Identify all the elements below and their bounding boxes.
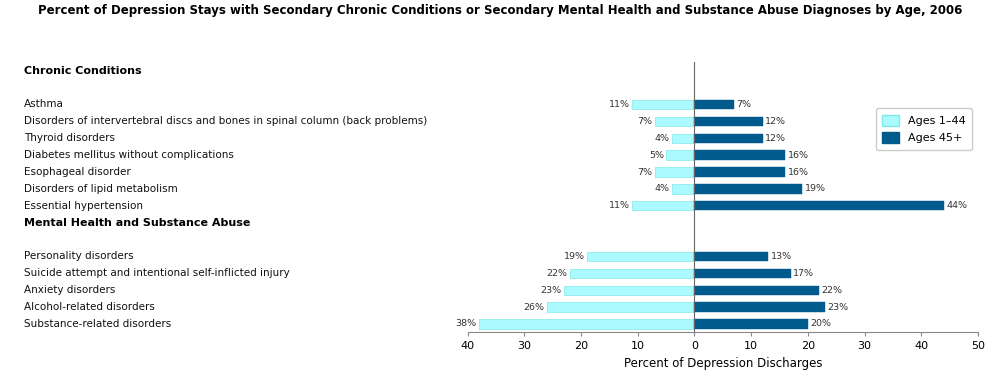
Bar — [694, 319, 808, 329]
Text: 7%: 7% — [637, 167, 652, 176]
X-axis label: Percent of Depression Discharges: Percent of Depression Discharges — [624, 357, 822, 370]
Bar — [694, 252, 768, 261]
Text: 12%: 12% — [765, 134, 786, 143]
Bar — [655, 167, 694, 177]
Text: Diabetes mellitus without complications: Diabetes mellitus without complications — [24, 150, 234, 160]
Text: 38%: 38% — [456, 320, 477, 328]
Bar — [570, 269, 694, 278]
Legend: Ages 1–44, Ages 45+: Ages 1–44, Ages 45+ — [876, 108, 972, 150]
Bar — [694, 117, 763, 126]
Text: 11%: 11% — [609, 100, 630, 109]
Text: 7%: 7% — [736, 100, 751, 109]
Text: Thyroid disorders: Thyroid disorders — [24, 133, 115, 143]
Bar — [672, 134, 694, 143]
Bar — [547, 303, 694, 312]
Text: Esophageal disorder: Esophageal disorder — [24, 167, 131, 177]
Bar — [587, 252, 694, 261]
Text: 23%: 23% — [827, 303, 848, 311]
Text: 5%: 5% — [649, 151, 664, 160]
Bar — [694, 286, 819, 295]
Text: Anxiety disorders: Anxiety disorders — [24, 285, 115, 295]
Text: 19%: 19% — [563, 252, 584, 261]
Text: Suicide attempt and intentional self-inflicted injury: Suicide attempt and intentional self-inf… — [24, 268, 290, 278]
Bar — [694, 134, 763, 143]
Text: 23%: 23% — [541, 286, 562, 295]
Text: Substance-related disorders: Substance-related disorders — [24, 319, 171, 329]
Text: Percent of Depression Stays with Secondary Chronic Conditions or Secondary Menta: Percent of Depression Stays with Seconda… — [38, 4, 962, 17]
Text: 22%: 22% — [546, 269, 567, 278]
Text: 17%: 17% — [793, 269, 814, 278]
Text: 16%: 16% — [787, 167, 808, 176]
Text: 26%: 26% — [524, 303, 545, 311]
Bar — [694, 269, 791, 278]
Bar — [632, 201, 694, 211]
Bar — [564, 286, 694, 295]
Bar — [694, 151, 785, 160]
Bar — [694, 167, 785, 177]
Text: 16%: 16% — [787, 151, 808, 160]
Text: 20%: 20% — [810, 320, 831, 328]
Text: Disorders of intervertebral discs and bones in spinal column (back problems): Disorders of intervertebral discs and bo… — [24, 116, 427, 126]
Text: 22%: 22% — [821, 286, 842, 295]
Bar — [479, 319, 694, 329]
Text: 44%: 44% — [946, 201, 967, 210]
Bar — [694, 184, 802, 194]
Bar — [655, 117, 694, 126]
Text: 11%: 11% — [609, 201, 630, 210]
Text: Personality disorders: Personality disorders — [24, 251, 134, 261]
Bar — [632, 100, 694, 109]
Bar — [672, 184, 694, 194]
Bar — [694, 100, 734, 109]
Text: 12%: 12% — [765, 117, 786, 126]
Bar — [666, 151, 694, 160]
Text: Essential hypertension: Essential hypertension — [24, 201, 143, 211]
Text: Asthma: Asthma — [24, 99, 64, 109]
Text: Disorders of lipid metabolism: Disorders of lipid metabolism — [24, 184, 178, 194]
Text: Alcohol-related disorders: Alcohol-related disorders — [24, 302, 155, 312]
Text: 4%: 4% — [654, 134, 669, 143]
Bar — [694, 201, 944, 211]
Text: Chronic Conditions: Chronic Conditions — [24, 66, 142, 76]
Bar — [694, 303, 825, 312]
Text: 7%: 7% — [637, 117, 652, 126]
Text: 4%: 4% — [654, 184, 669, 193]
Text: Mental Health and Substance Abuse: Mental Health and Substance Abuse — [24, 218, 250, 228]
Text: 19%: 19% — [804, 184, 825, 193]
Text: 13%: 13% — [770, 252, 792, 261]
